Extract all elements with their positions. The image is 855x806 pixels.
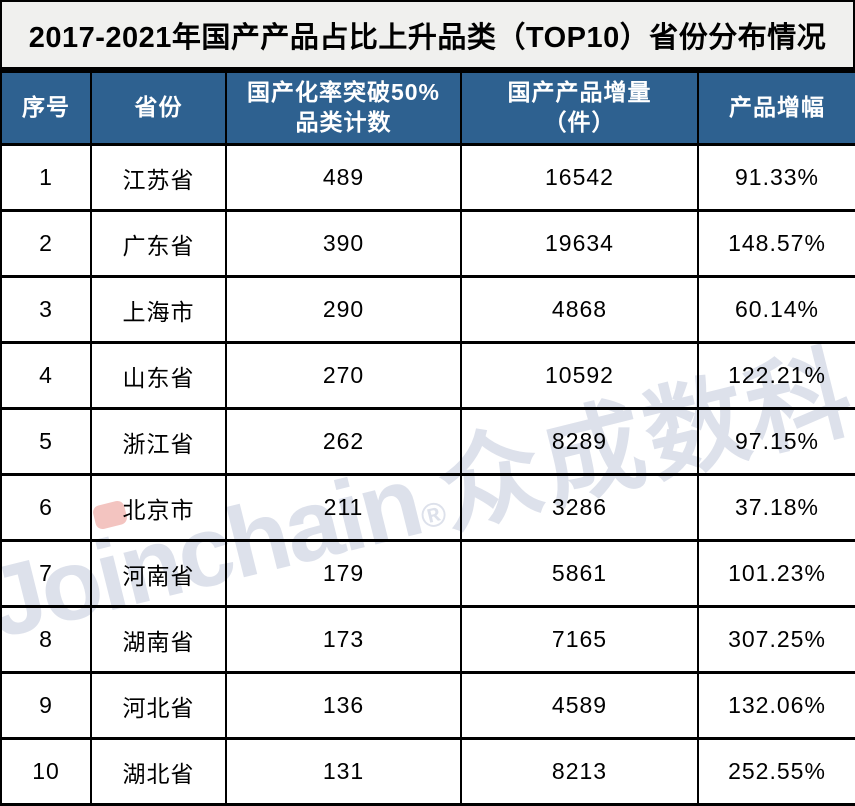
cell-product-increase: 3286 [460, 473, 699, 542]
cell-product-increase: 10592 [460, 341, 699, 410]
table-row: 3 上海市 290 4868 60.14% [0, 275, 855, 344]
cell-province: 湖北省 [90, 737, 227, 806]
cell-index: 4 [0, 341, 92, 410]
cell-province: 江苏省 [90, 143, 227, 212]
cell-index: 6 [0, 473, 92, 542]
cell-province: 广东省 [90, 209, 227, 278]
table-row: 1 江苏省 489 16542 91.33% [0, 143, 855, 212]
table-row: 5 浙江省 262 8289 97.15% [0, 407, 855, 476]
col-header-province: 省份 [90, 70, 227, 146]
header-row: 序号 省份 国产化率突破50% 品类计数 国产产品增量 （件） 产品增幅 [0, 70, 855, 146]
cell-province: 湖南省 [90, 605, 227, 674]
cell-index: 10 [0, 737, 92, 806]
cell-index: 1 [0, 143, 92, 212]
cell-product-increase: 19634 [460, 209, 699, 278]
col-header-index: 序号 [0, 70, 92, 146]
cell-province: 河北省 [90, 671, 227, 740]
cell-growth-rate: 91.33% [697, 143, 855, 212]
table-row: 10 湖北省 131 8213 252.55% [0, 737, 855, 806]
cell-category-count: 489 [225, 143, 462, 212]
cell-growth-rate: 37.18% [697, 473, 855, 542]
table-row: 8 湖南省 173 7165 307.25% [0, 605, 855, 674]
cell-growth-rate: 60.14% [697, 275, 855, 344]
cell-category-count: 290 [225, 275, 462, 344]
table-row: 9 河北省 136 4589 132.06% [0, 671, 855, 740]
cell-index: 3 [0, 275, 92, 344]
cell-index: 2 [0, 209, 92, 278]
cell-index: 8 [0, 605, 92, 674]
table-body: 1 江苏省 489 16542 91.33% 2 广东省 390 19634 1… [0, 143, 855, 806]
cell-category-count: 173 [225, 605, 462, 674]
cell-growth-rate: 122.21% [697, 341, 855, 410]
cell-index: 5 [0, 407, 92, 476]
cell-growth-rate: 307.25% [697, 605, 855, 674]
cell-province: 山东省 [90, 341, 227, 410]
cell-category-count: 179 [225, 539, 462, 608]
page-title: 2017-2021年国产产品占比上升品类（TOP10）省份分布情况 [0, 0, 855, 70]
cell-index: 7 [0, 539, 92, 608]
cell-product-increase: 8289 [460, 407, 699, 476]
table-row: 7 河南省 179 5861 101.23% [0, 539, 855, 608]
table-row: 6 北京市 211 3286 37.18% [0, 473, 855, 542]
table-row: 4 山东省 270 10592 122.21% [0, 341, 855, 410]
cell-product-increase: 8213 [460, 737, 699, 806]
cell-category-count: 262 [225, 407, 462, 476]
cell-product-increase: 5861 [460, 539, 699, 608]
cell-product-increase: 4589 [460, 671, 699, 740]
cell-growth-rate: 148.57% [697, 209, 855, 278]
cell-category-count: 136 [225, 671, 462, 740]
cell-growth-rate: 252.55% [697, 737, 855, 806]
cell-product-increase: 4868 [460, 275, 699, 344]
cell-product-increase: 16542 [460, 143, 699, 212]
cell-province: 浙江省 [90, 407, 227, 476]
table-row: 2 广东省 390 19634 148.57% [0, 209, 855, 278]
cell-growth-rate: 101.23% [697, 539, 855, 608]
cell-category-count: 211 [225, 473, 462, 542]
cell-province: 河南省 [90, 539, 227, 608]
cell-growth-rate: 97.15% [697, 407, 855, 476]
cell-product-increase: 7165 [460, 605, 699, 674]
cell-province: 上海市 [90, 275, 227, 344]
cell-growth-rate: 132.06% [697, 671, 855, 740]
province-distribution-table: 序号 省份 国产化率突破50% 品类计数 国产产品增量 （件） 产品增幅 1 江… [0, 70, 855, 806]
cell-province: 北京市 [90, 473, 227, 542]
col-header-category-count: 国产化率突破50% 品类计数 [225, 70, 462, 146]
col-header-growth-rate: 产品增幅 [697, 70, 855, 146]
cell-index: 9 [0, 671, 92, 740]
cell-category-count: 270 [225, 341, 462, 410]
cell-category-count: 390 [225, 209, 462, 278]
col-header-product-increase: 国产产品增量 （件） [460, 70, 699, 146]
cell-category-count: 131 [225, 737, 462, 806]
